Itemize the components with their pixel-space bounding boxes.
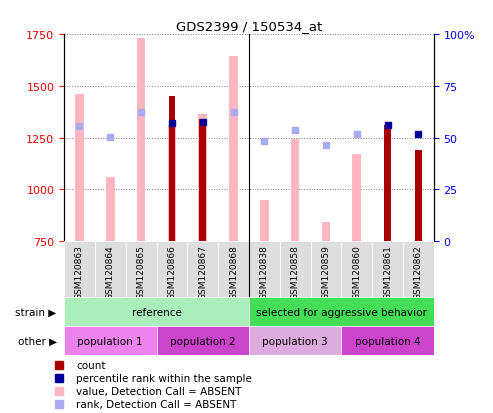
Text: value, Detection Call = ABSENT: value, Detection Call = ABSENT [76, 386, 242, 396]
Bar [403, 242, 434, 297]
Bar [64, 242, 95, 297]
Text: GSM120865: GSM120865 [137, 244, 145, 299]
Bar [198, 114, 207, 242]
Bar [352, 155, 361, 242]
Bar [106, 178, 114, 242]
Bar [137, 39, 145, 242]
Bar [95, 242, 126, 297]
Text: population 2: population 2 [170, 336, 236, 346]
Bar [169, 97, 176, 242]
Title: GDS2399 / 150534_at: GDS2399 / 150534_at [176, 19, 322, 33]
Bar [64, 297, 249, 326]
Text: GSM120867: GSM120867 [198, 244, 207, 299]
Text: GSM120858: GSM120858 [291, 244, 300, 299]
Text: reference: reference [132, 307, 181, 317]
Text: selected for aggressive behavior: selected for aggressive behavior [256, 307, 427, 317]
Bar [372, 242, 403, 297]
Bar [321, 222, 330, 242]
Bar [341, 242, 372, 297]
Bar [199, 120, 206, 242]
Text: population 4: population 4 [355, 336, 421, 346]
Bar [415, 151, 422, 242]
Bar [260, 200, 269, 242]
Bar [64, 326, 157, 355]
Text: GSM120864: GSM120864 [106, 244, 115, 299]
Text: count: count [76, 361, 106, 370]
Bar [126, 242, 157, 297]
Text: GSM120860: GSM120860 [352, 244, 361, 299]
Text: strain ▶: strain ▶ [15, 307, 57, 317]
Bar [384, 126, 391, 242]
Bar [218, 242, 249, 297]
Text: percentile rank within the sample: percentile rank within the sample [76, 373, 252, 383]
Bar [187, 242, 218, 297]
Text: GSM120866: GSM120866 [168, 244, 176, 299]
Text: GSM120868: GSM120868 [229, 244, 238, 299]
Text: population 3: population 3 [262, 336, 328, 346]
Text: other ▶: other ▶ [18, 336, 57, 346]
Text: GSM120862: GSM120862 [414, 244, 423, 299]
Text: GSM120861: GSM120861 [383, 244, 392, 299]
Bar [280, 242, 311, 297]
Text: population 1: population 1 [77, 336, 143, 346]
Bar [157, 326, 249, 355]
Bar [75, 95, 84, 242]
Bar [229, 57, 238, 242]
Bar [311, 242, 341, 297]
Bar [249, 242, 280, 297]
Text: GSM120838: GSM120838 [260, 244, 269, 299]
Text: GSM120859: GSM120859 [321, 244, 330, 299]
Bar [341, 326, 434, 355]
Text: GSM120863: GSM120863 [75, 244, 84, 299]
Text: rank, Detection Call = ABSENT: rank, Detection Call = ABSENT [76, 399, 237, 409]
Bar [249, 326, 341, 355]
Bar [168, 126, 176, 242]
Bar [249, 297, 434, 326]
Bar [157, 242, 187, 297]
Bar [291, 140, 300, 242]
